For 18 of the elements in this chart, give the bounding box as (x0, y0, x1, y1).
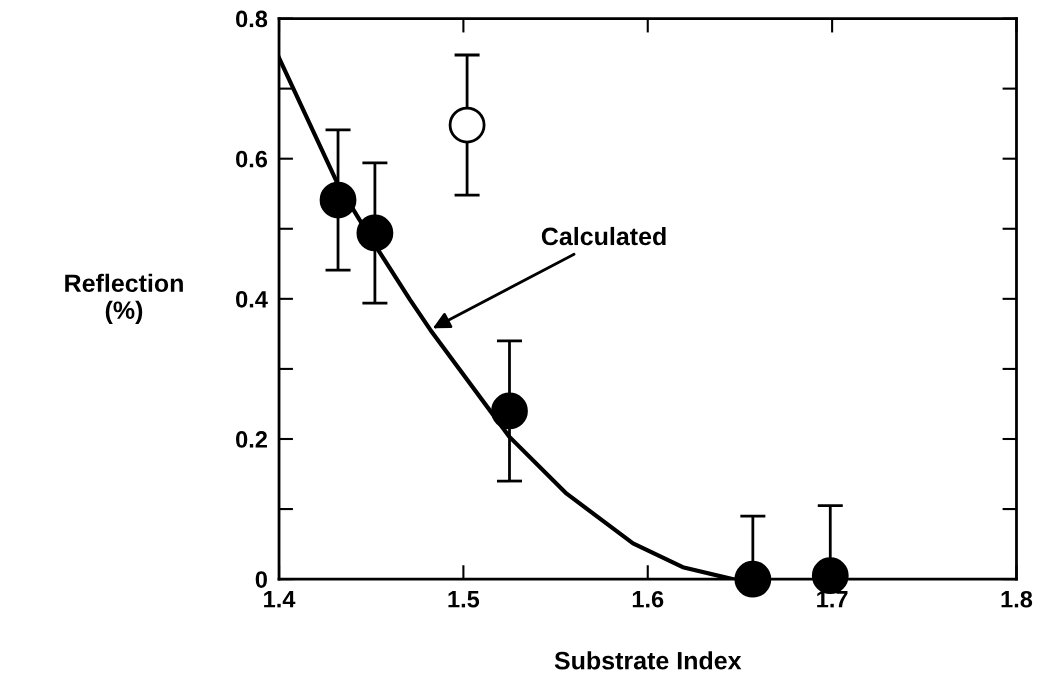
point (491, 392, 528, 430)
y-tick-label: 0.2 (236, 431, 267, 448)
y-tick-label: 0.6 (236, 150, 268, 168)
point (734, 560, 772, 598)
annotation: Calculated (541, 226, 666, 246)
x-tick-label: 1.6 (632, 590, 664, 608)
x-tick-label: 1.4 (264, 591, 296, 608)
x-tick-label: 1.7 (817, 591, 848, 608)
point (319, 181, 357, 219)
point (356, 214, 394, 252)
y-tick-label: 0.8 (236, 10, 268, 28)
x-tick-label: 1.5 (448, 591, 480, 608)
y-tick-label: 0.4 (236, 290, 268, 308)
x-tick-label: 1.8 (1001, 590, 1033, 608)
point (448, 106, 486, 144)
x-axis-title: Substrate Index (554, 651, 742, 670)
y-axis-title: Reflection (%) (65, 273, 183, 324)
y-tick-label: 0 (255, 571, 267, 588)
